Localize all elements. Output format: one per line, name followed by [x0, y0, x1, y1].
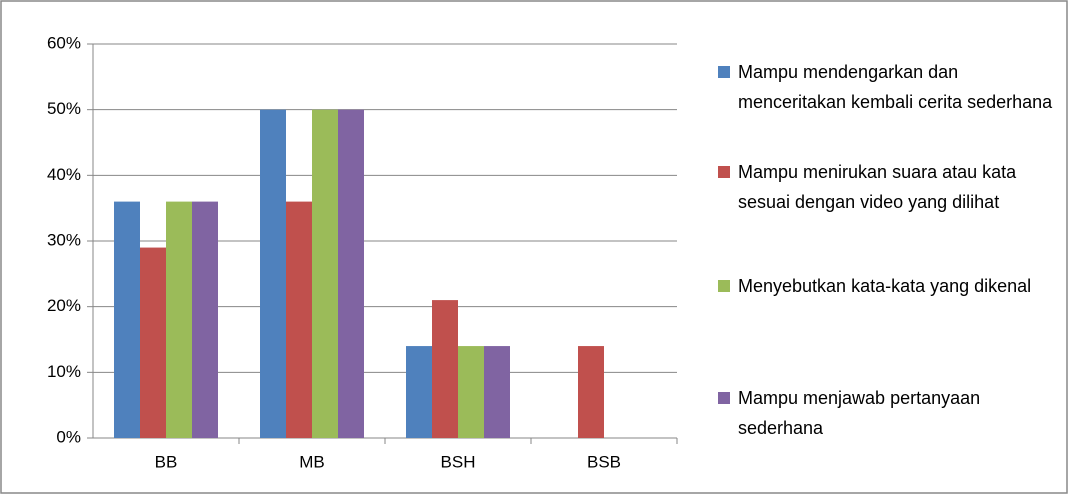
bar [260, 109, 286, 439]
y-tick-label: 30% [47, 230, 81, 249]
legend-label: Mampu menjawab pertanyaan sederhana [738, 388, 981, 438]
legend-label: Mampu menirukan suara atau kata sesuai d… [738, 162, 1017, 212]
bar [432, 300, 458, 438]
legend-item: Mampu menirukan suara atau kata sesuai d… [718, 157, 1053, 217]
bar [166, 201, 192, 438]
bar [578, 346, 604, 438]
x-tick-label: MB [299, 452, 325, 471]
bar [286, 201, 312, 438]
legend-swatch [718, 66, 730, 78]
y-tick-label: 20% [47, 296, 81, 315]
y-tick-label: 40% [47, 165, 81, 184]
bar [458, 346, 484, 438]
x-tick-label: BB [155, 452, 178, 471]
legend-label: Menyebutkan kata-kata yang dikenal [738, 276, 1032, 296]
legend-swatch [718, 280, 730, 292]
bar [192, 201, 218, 438]
legend-item: Mampu menjawab pertanyaan sederhana [718, 383, 1053, 443]
y-tick-label: 50% [47, 99, 81, 118]
legend-swatch [718, 392, 730, 404]
legend-label: Mampu mendengarkan dan menceritakan kemb… [738, 62, 1053, 112]
bar [140, 247, 166, 438]
y-tick-label: 60% [47, 33, 81, 52]
bar [338, 109, 364, 439]
x-tick-label: BSH [441, 452, 476, 471]
bar [484, 346, 510, 438]
y-tick-label: 0% [56, 427, 81, 446]
y-tick-label: 10% [47, 362, 81, 381]
legend-item: Menyebutkan kata-kata yang dikenal [718, 271, 1053, 301]
bar [406, 346, 432, 438]
legend-swatch [718, 166, 730, 178]
legend-item: Mampu mendengarkan dan menceritakan kemb… [718, 57, 1053, 117]
bar [114, 201, 140, 438]
x-tick-label: BSB [587, 452, 621, 471]
bar [312, 109, 338, 439]
